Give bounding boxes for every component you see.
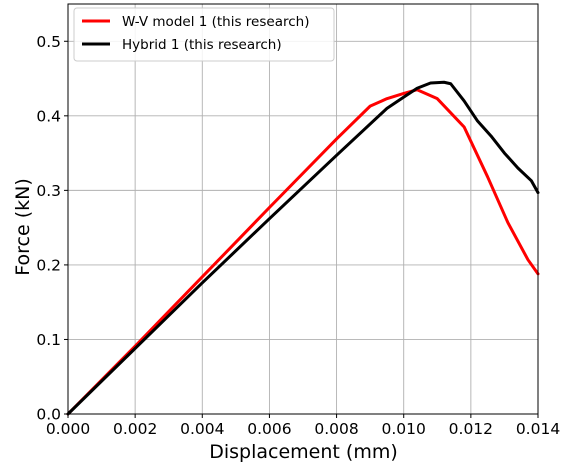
legend-label-wv-model: W-V model 1 (this research) bbox=[122, 14, 309, 30]
legend: W-V model 1 (this research) Hybrid 1 (th… bbox=[73, 7, 335, 62]
x-tick-label: 0.000 bbox=[46, 420, 90, 438]
x-axis-label: Displacement (mm) bbox=[209, 441, 398, 463]
series-line-hybrid bbox=[66, 80, 540, 416]
y-tick-label: 0.3 bbox=[36, 182, 61, 200]
series-line-wv-model bbox=[66, 88, 540, 416]
y-tick-label: 0.4 bbox=[36, 107, 61, 125]
x-tick-label: 0.002 bbox=[113, 420, 157, 438]
axis-ticks: 0.000 0.002 0.004 0.006 0.008 0.010 0.012 0.014… bbox=[36, 33, 560, 438]
y-tick-label: 0.5 bbox=[36, 33, 61, 51]
x-tick-label: 0.014 bbox=[516, 420, 560, 438]
plot-frame bbox=[67, 3, 539, 415]
x-tick-label: 0.004 bbox=[180, 420, 224, 438]
y-tick-label: 0.1 bbox=[36, 331, 61, 349]
series-layer bbox=[66, 80, 540, 416]
x-tick-label: 0.006 bbox=[247, 420, 291, 438]
x-tick-label: 0.008 bbox=[314, 420, 358, 438]
grid bbox=[67, 4, 539, 415]
legend-box bbox=[73, 7, 335, 62]
y-axis-label: Force (kN) bbox=[12, 178, 34, 276]
x-tick-label: 0.010 bbox=[382, 420, 426, 438]
x-tick-label: 0.012 bbox=[449, 420, 493, 438]
y-tick-label: 0.0 bbox=[36, 406, 61, 424]
legend-label-hybrid: Hybrid 1 (this research) bbox=[122, 37, 282, 53]
y-tick-label: 0.2 bbox=[36, 256, 61, 274]
